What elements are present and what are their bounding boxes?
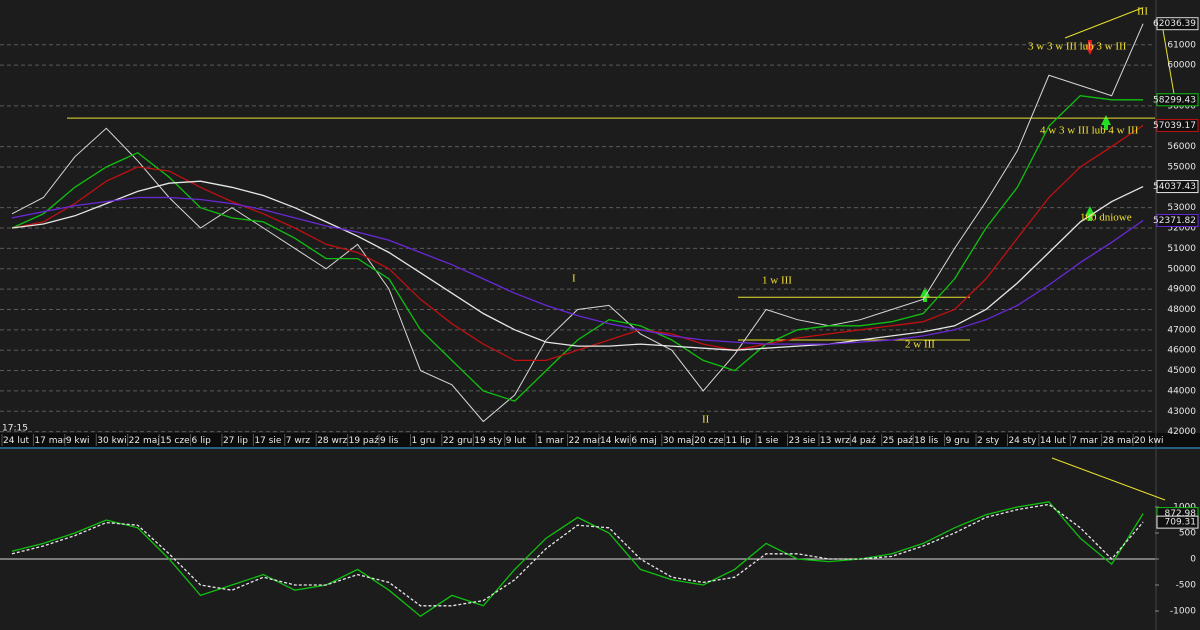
y-tick-label: 55000 (1167, 162, 1196, 172)
y-tick-label: 46000 (1167, 346, 1196, 356)
x-tick-label: 20 kwi (1134, 436, 1163, 446)
x-tick-label: 14 lut (1040, 436, 1067, 446)
x-tick-label: 19 paź (349, 436, 380, 446)
x-tick-label: 2 sty (977, 436, 1000, 446)
x-tick-label: 17 sie (254, 436, 282, 446)
x-tick-label: 9 lis (380, 436, 399, 446)
value-label: 58299.43 (1153, 95, 1196, 105)
trend-line (1064, 7, 1143, 39)
indicator-line (11, 95, 1144, 402)
y-tick-label: 52000 (1167, 224, 1196, 234)
arrow-up (920, 287, 930, 302)
x-tick-label: 1 mar (537, 436, 564, 446)
annotation: 1 w III (762, 275, 792, 287)
value-box (1156, 93, 1199, 107)
y-tick-label: 48000 (1167, 305, 1196, 315)
indicator-line (11, 124, 1144, 362)
x-tick-label: 18 lis (914, 436, 938, 446)
value-label: 57039.17 (1153, 121, 1196, 131)
x-tick-label: 25 paź (883, 436, 914, 446)
value-label: 54037.43 (1153, 182, 1196, 192)
x-tick-label: 9 gru (946, 436, 970, 446)
x-tick-label: 15 cze (160, 436, 190, 446)
x-tick-label: 19 sty (474, 436, 503, 446)
x-tick-label: 1 gru (411, 436, 435, 446)
x-tick-label: 24 sty (1008, 436, 1037, 446)
y-tick-label: 56000 (1167, 142, 1196, 152)
x-tick-label: 6 lip (192, 436, 212, 446)
trend-line (1162, 29, 1176, 101)
x-tick-label: 9 kwi (66, 436, 90, 446)
x-tick-label: 14 kwi (600, 436, 629, 446)
arrow-down (1085, 40, 1095, 55)
indicator-line (11, 196, 1144, 345)
x-tick-label: 24 lut (3, 436, 30, 446)
indicator-line (11, 503, 1144, 607)
y-tick-label: -500 (1176, 581, 1197, 591)
annotation: 3 w 3 w III lub 3 w III (1028, 41, 1127, 53)
x-tick-label: 20 cze (694, 436, 724, 446)
y-tick-label: 43000 (1167, 407, 1196, 417)
annotation: 4 w 3 w III lub 4 w III (1040, 125, 1139, 137)
y-tick-label: 51000 (1167, 244, 1196, 254)
y-tick-label: 42000 (1167, 427, 1196, 437)
x-tick-label: 11 lip (726, 436, 751, 446)
y-tick-label: 47000 (1167, 325, 1196, 335)
value-label: 52371.82 (1153, 216, 1196, 226)
value-box (1156, 180, 1199, 194)
x-tick-label: 1 sie (757, 436, 779, 446)
x-tick-label: 23 sie (789, 436, 817, 446)
x-tick-label: 28 wrz (317, 436, 347, 446)
x-tick-label: 30 maj (663, 436, 694, 446)
x-tick-label: 22 maj (129, 436, 160, 446)
value-label: 872.98 (1165, 509, 1197, 519)
annotation: III (1137, 6, 1148, 18)
value-label: 62036.39 (1153, 19, 1196, 29)
trend-line (1051, 457, 1166, 501)
x-tick-label: 6 maj (631, 436, 656, 446)
x-tick-label: 7 mar (1071, 436, 1098, 446)
x-tick-label: 22 mar (569, 436, 602, 446)
y-tick-label: 0 (1190, 555, 1196, 565)
price-line (11, 23, 1144, 423)
x-tick-label: 30 kwi (97, 436, 126, 446)
y-tick-label: 60000 (1167, 61, 1196, 71)
annotation: 100 dniowe (1080, 212, 1132, 224)
x-tick-label: 22 gru (443, 436, 472, 446)
value-box (1156, 213, 1199, 227)
y-tick-label: 49000 (1167, 285, 1196, 295)
y-tick-label: 44000 (1167, 386, 1196, 396)
x-tick-label: 9 lut (506, 436, 527, 446)
indicator-line (11, 501, 1144, 618)
y-tick-label: -1000 (1170, 607, 1196, 617)
date-bar (0, 433, 1200, 447)
arrow-up (1101, 115, 1111, 130)
x-tick-label: 28 mar (1103, 436, 1136, 446)
y-tick-label: 58000 (1167, 101, 1196, 111)
x-tick-label: 7 wrz (286, 436, 311, 446)
x-tick-label: 27 lip (223, 436, 248, 446)
x-tick-label: 4 paź (851, 436, 876, 446)
value-label: 709.31 (1165, 518, 1197, 528)
annotation: I (572, 273, 576, 285)
value-box (1156, 118, 1199, 132)
y-tick-label: 61000 (1167, 40, 1196, 50)
y-tick-label: 45000 (1167, 366, 1196, 376)
x-tick-label: 17 mar (34, 436, 67, 446)
y-tick-label: 53000 (1167, 203, 1196, 213)
arrow-up (1085, 206, 1095, 221)
y-tick-label: 500 (1179, 529, 1196, 539)
annotation: 2 w III (905, 339, 935, 351)
indicator-line (11, 180, 1144, 351)
annotation: II (702, 414, 710, 426)
value-box (1156, 17, 1199, 31)
time-label: 17:15 (2, 424, 28, 434)
value-box (1156, 515, 1199, 529)
x-tick-label: 13 wrz (820, 436, 850, 446)
y-tick-label: 50000 (1167, 264, 1196, 274)
